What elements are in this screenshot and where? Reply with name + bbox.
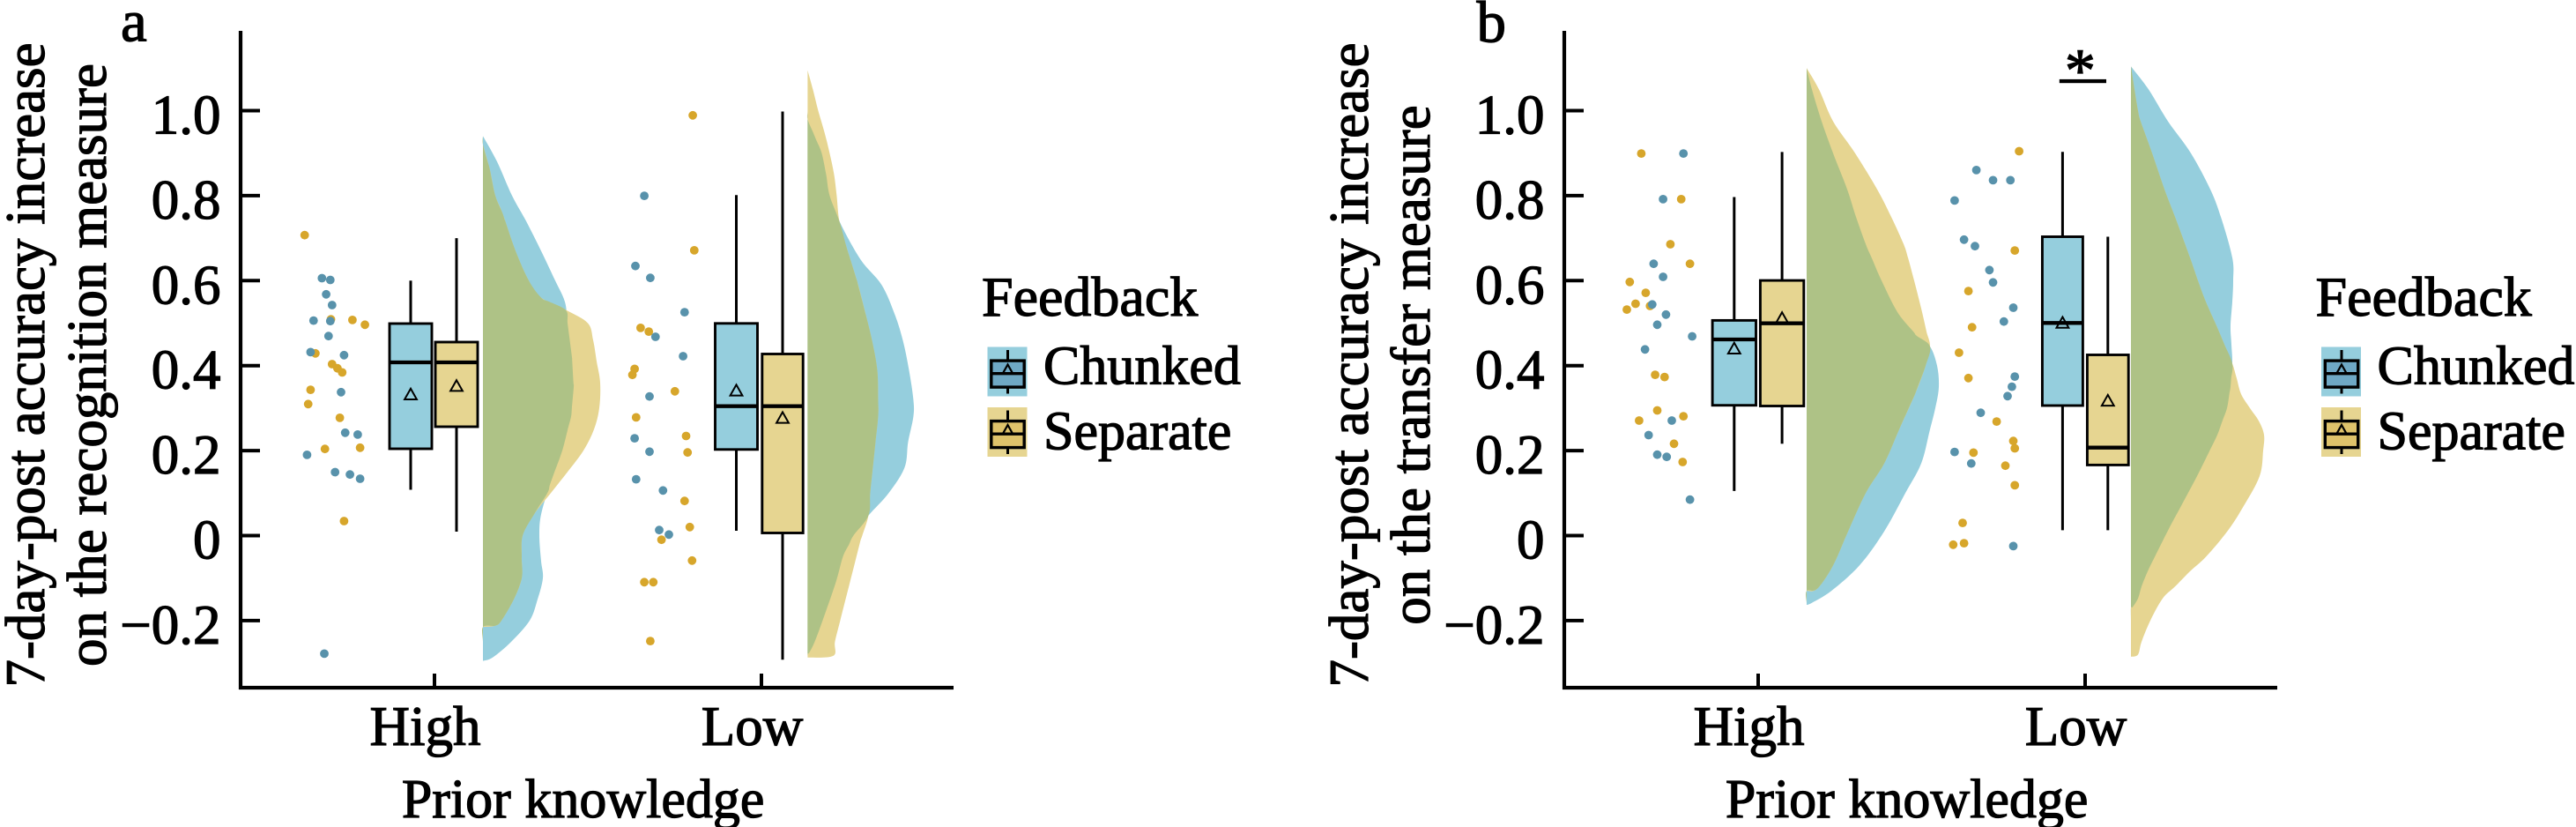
svg-text:Chunked: Chunked <box>2378 337 2575 397</box>
svg-text:Prior knowledge: Prior knowledge <box>402 770 765 827</box>
svg-text:0.6: 0.6 <box>1475 254 1545 316</box>
svg-text:0.4: 0.4 <box>1475 339 1545 401</box>
svg-text:High: High <box>1694 696 1805 757</box>
svg-text:1.0: 1.0 <box>1475 85 1545 146</box>
svg-text:*: * <box>2065 37 2096 105</box>
svg-text:0.6: 0.6 <box>152 254 221 316</box>
svg-text:0: 0 <box>1517 510 1545 571</box>
svg-text:Feedback: Feedback <box>982 265 1198 328</box>
svg-text:Separate: Separate <box>1043 402 1231 462</box>
svg-text:b: b <box>1477 0 1507 56</box>
svg-text:0.8: 0.8 <box>1475 169 1545 231</box>
svg-text:on the recognition measure: on the recognition measure <box>56 63 118 667</box>
svg-text:0.2: 0.2 <box>1475 424 1545 486</box>
svg-text:Prior knowledge: Prior knowledge <box>1726 770 2089 827</box>
svg-text:on the transfer measure: on the transfer measure <box>1380 105 1442 625</box>
svg-text:Low: Low <box>702 696 804 757</box>
svg-text:0: 0 <box>193 510 221 571</box>
svg-text:High: High <box>370 696 481 757</box>
svg-text:0.4: 0.4 <box>152 339 221 401</box>
svg-text:−0.2: −0.2 <box>120 594 220 656</box>
svg-text:Chunked: Chunked <box>1043 337 1241 397</box>
svg-text:0.8: 0.8 <box>152 169 221 231</box>
svg-text:1.0: 1.0 <box>152 85 221 146</box>
svg-text:7-day-post accuracy increase: 7-day-post accuracy increase <box>1318 42 1380 687</box>
svg-text:Separate: Separate <box>2378 402 2565 462</box>
svg-text:a: a <box>121 0 147 54</box>
svg-text:0.2: 0.2 <box>152 424 221 486</box>
svg-text:Feedback: Feedback <box>2316 265 2532 328</box>
svg-text:7-day-post accuracy increase: 7-day-post accuracy increase <box>0 42 56 687</box>
svg-text:−0.2: −0.2 <box>1444 594 1544 656</box>
svg-text:Low: Low <box>2025 696 2127 757</box>
